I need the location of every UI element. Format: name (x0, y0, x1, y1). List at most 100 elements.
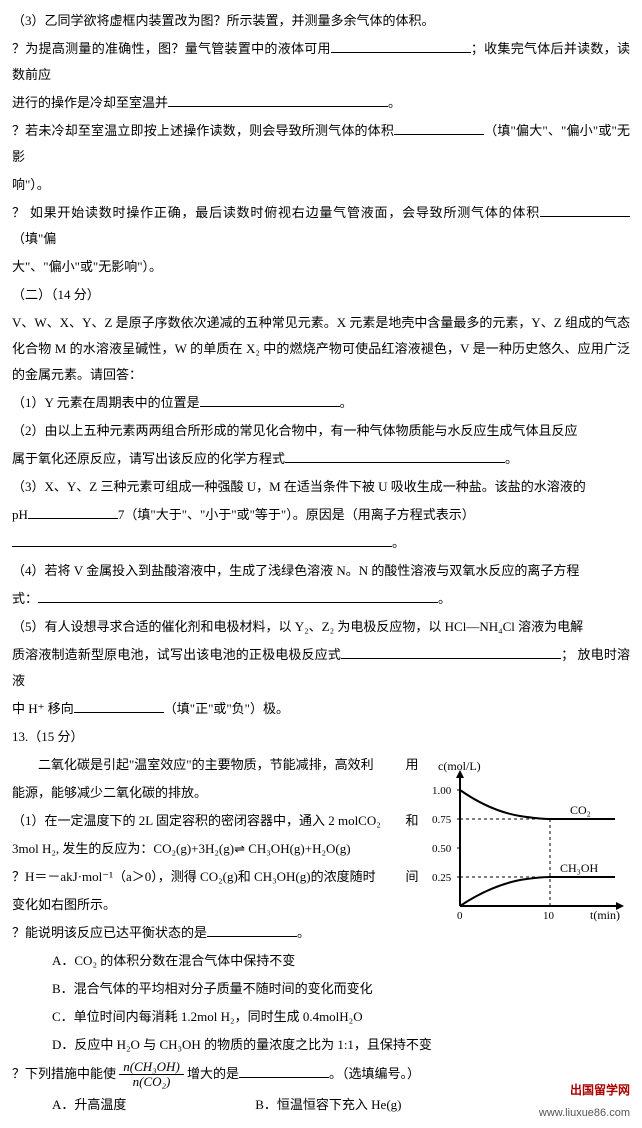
text: A．CO₂ 的体积分数在混合气体中保持不变 (52, 953, 295, 968)
text: 。 (438, 591, 451, 606)
logo-title: 出国留学网 (539, 1078, 630, 1102)
text: 。（选填编号。） (329, 1066, 420, 1081)
paragraph: 属于氧化还原反应，请写出该反应的化学方程式 。 (12, 446, 630, 472)
option-a: A．CO₂ 的体积分数在混合气体中保持不变 (52, 948, 630, 974)
blank[interactable] (540, 204, 630, 217)
paragraph: 中 H⁺ 移向 （填"正"或"负"）极。 (12, 696, 630, 722)
blank[interactable] (28, 506, 118, 519)
question-header: 13.（15 分） (12, 724, 630, 750)
text: 3mol H₂, 发生的反应为：CO₂(g)+3H₂(g) (12, 841, 234, 856)
option-c: C．单位时间内每消耗 1.2mol H₂，同时生成 0.4molH₂O (52, 1004, 630, 1030)
blank[interactable] (207, 924, 297, 937)
paragraph: pH 7（填"大于"、"小于"或"等于"）。原因是（用离子方程式表示） (12, 502, 630, 528)
text: CH₃OH(g)+H₂O(g) (245, 841, 351, 856)
x-axis-label: t(min) (590, 908, 620, 922)
text: （3）乙同学欲将虚框内装置改为图？所示装置，并测量多余气体的体积。 (12, 13, 435, 28)
blank[interactable] (239, 1065, 329, 1078)
paragraph: 式： 。 (12, 586, 630, 612)
text: （3）X、Y、Z 三种元素可组成一种强酸 U，M 在适当条件下被 U 吸收生成一… (12, 479, 586, 494)
section-header: （二）（14 分） (12, 282, 630, 308)
paragraph: 质溶液制造新型原电池，试写出该电池的正极电极反应式； 放电时溶液 (12, 642, 630, 694)
blank[interactable] (168, 94, 388, 107)
series-label: CH₃OH (560, 861, 599, 875)
text: 。 (388, 95, 401, 110)
equilibrium-arrow: ⇌ (234, 841, 245, 856)
blank[interactable] (74, 700, 164, 713)
paragraph: （1）在一定温度下的 2L 固定容积的密闭容器中，通入 2 molCO₂ (12, 808, 402, 834)
text: D．反应中 H₂O 与 CH₃OH 的物质的量浓度之比为 1:1，且保持不变 (52, 1037, 432, 1052)
series-label: CO₂ (570, 803, 591, 817)
paragraph: ？为提高测量的准确性，图？量气管装置中的液体可用；收集完气体后并读数，读数前应 (12, 36, 630, 88)
text: （2）由以上五种元素两两组合所形成的常见化合物中，有一种气体物质能与水反应生成气… (12, 423, 578, 438)
blank[interactable] (12, 534, 392, 547)
paragraph: （4）若将 V 金属投入到盐酸溶液中，生成了浅绿色溶液 N。N 的酸性溶液与双氧… (12, 558, 630, 584)
text: 质溶液制造新型原电池，试写出该电池的正极电极反应式 (12, 647, 341, 662)
option-d: D．反应中 H₂O 与 CH₃OH 的物质的量浓度之比为 1:1，且保持不变 (52, 1032, 630, 1058)
paragraph: （2）由以上五种元素两两组合所形成的常见化合物中，有一种气体物质能与水反应生成气… (12, 418, 630, 444)
paragraph: 进行的操作是冷却至室温并 。 (12, 90, 630, 116)
paragraph: ？H＝－akJ·mol⁻¹（a＞0），测得 CO₂(g)和 CH₃OH(g)的浓… (12, 864, 402, 890)
fraction: n(CH₃OH) n(CO₂) (119, 1060, 184, 1090)
text: 变化如右图所示。 (12, 897, 116, 912)
option-a2: A．升高温度 (52, 1092, 252, 1118)
text: （1）Y 元素在周期表中的位置是 (12, 395, 200, 410)
logo-url: www.liuxue86.com (539, 1102, 630, 1124)
y-axis-label: c(mol/L) (438, 759, 481, 773)
text: ？下列措施中能使 (12, 1066, 116, 1081)
text: （1）在一定温度下的 2L 固定容积的密闭容器中，通入 2 molCO₂ (12, 813, 381, 828)
blank[interactable] (38, 590, 438, 603)
text: 。 (392, 535, 405, 550)
text: 属于氧化还原反应，请写出该反应的化学方程式 (12, 451, 285, 466)
paragraph: V、W、X、Y、Z 是原子序数依次递减的五种常见元素。X 元素是地壳中含量最多的… (12, 310, 630, 388)
denominator: n(CO₂) (119, 1075, 184, 1089)
blank[interactable] (200, 394, 340, 407)
text: 和 (405, 813, 418, 828)
option-b2: B．恒温恒容下充入 He(g) (255, 1097, 401, 1112)
text: 大"、"偏小"或"无影响"）。 (12, 259, 162, 274)
paragraph: （1）Y 元素在周期表中的位置是 。 (12, 390, 630, 416)
text: ？若未冷却至室温立即按上述操作读数，则会导致所测气体的体积 (12, 123, 394, 138)
text: 13.（15 分） (12, 729, 84, 744)
text: 用 (405, 757, 418, 772)
text: B．混合气体的平均相对分子质量不随时间的变化而变化 (52, 981, 373, 996)
blank[interactable] (341, 646, 561, 659)
text: 二氧化碳是引起"温室效应"的主要物质，节能减排，高效利 (38, 757, 374, 772)
ytick: 0.25 (432, 872, 452, 884)
text: pH (12, 507, 28, 522)
text: （填"正"或"负"）极。 (164, 701, 289, 716)
text: 。 (505, 451, 518, 466)
text: 式： (12, 591, 38, 606)
ytick: 0.75 (432, 814, 452, 826)
blank[interactable] (285, 450, 505, 463)
text: ？为提高测量的准确性，图？量气管装置中的液体可用 (12, 41, 331, 56)
blank[interactable] (394, 122, 484, 135)
paragraph: ？下列措施中能使 n(CH₃OH) n(CO₂) 增大的是 。（选填编号。） (12, 1060, 630, 1090)
text: （5）有人设想寻求合适的催化剂和电极材料，以 Y₂、Z₂ 为电极反应物，以 HC… (12, 619, 583, 634)
paragraph: 。 (12, 530, 630, 556)
site-logo: 出国留学网 www.liuxue86.com (539, 1078, 630, 1124)
numerator: n(CH₃OH) (119, 1060, 184, 1075)
text: 。 (340, 395, 353, 410)
paragraph: ？ 如果开始读数时操作正确，最后读数时俯视右边量气管液面，会导致所测气体的体积（… (12, 200, 630, 252)
paragraph: 大"、"偏小"或"无影响"）。 (12, 254, 630, 280)
text: 进行的操作是冷却至室温并 (12, 95, 168, 110)
text: 中 H⁺ 移向 (12, 701, 74, 716)
text: 响"）。 (12, 177, 50, 192)
concentration-chart: c(mol/L) 1.00 0.75 0.50 0.25 CO₂ CH₃OH 0… (430, 756, 630, 936)
text: 增大的是 (187, 1066, 239, 1081)
xtick: 0 (457, 910, 463, 922)
blank[interactable] (331, 40, 471, 53)
ytick: 0.50 (432, 843, 452, 855)
paragraph: （3）X、Y、Z 三种元素可组成一种强酸 U，M 在适当条件下被 U 吸收生成一… (12, 474, 630, 500)
text: （4）若将 V 金属投入到盐酸溶液中，生成了浅绿色溶液 N。N 的酸性溶液与双氧… (12, 563, 579, 578)
text: ？H＝－akJ·mol⁻¹（a＞0），测得 CO₂(g)和 CH₃OH(g)的浓… (12, 869, 376, 884)
ytick: 1.00 (432, 785, 452, 797)
text: 7（填"大于"、"小于"或"等于"）。原因是（用离子方程式表示） (118, 507, 475, 522)
text: V、W、X、Y、Z 是原子序数依次递减的五种常见元素。X 元素是地壳中含量最多的… (12, 315, 630, 382)
paragraph: ？若未冷却至室温立即按上述操作读数，则会导致所测气体的体积（填"偏大"、"偏小"… (12, 118, 630, 170)
paragraph: 响"）。 (12, 172, 630, 198)
text: 间 (405, 869, 418, 884)
xtick: 10 (543, 910, 555, 922)
text: C．单位时间内每消耗 1.2mol H₂，同时生成 0.4molH₂O (52, 1009, 363, 1024)
paragraph: 二氧化碳是引起"温室效应"的主要物质，节能减排，高效利 (12, 752, 402, 778)
